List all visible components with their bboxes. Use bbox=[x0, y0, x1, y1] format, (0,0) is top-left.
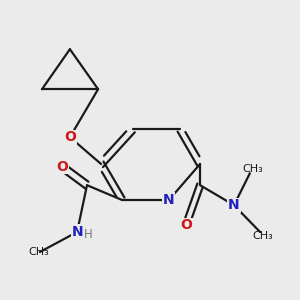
Text: O: O bbox=[64, 130, 76, 144]
Text: CH₃: CH₃ bbox=[242, 164, 263, 174]
Text: CH₃: CH₃ bbox=[28, 247, 49, 257]
Text: N: N bbox=[163, 193, 175, 207]
Text: O: O bbox=[180, 218, 192, 232]
Text: H: H bbox=[84, 227, 93, 241]
Text: N: N bbox=[228, 198, 240, 212]
Text: O: O bbox=[56, 160, 68, 174]
Text: CH₃: CH₃ bbox=[253, 231, 274, 241]
Text: N: N bbox=[71, 225, 83, 239]
